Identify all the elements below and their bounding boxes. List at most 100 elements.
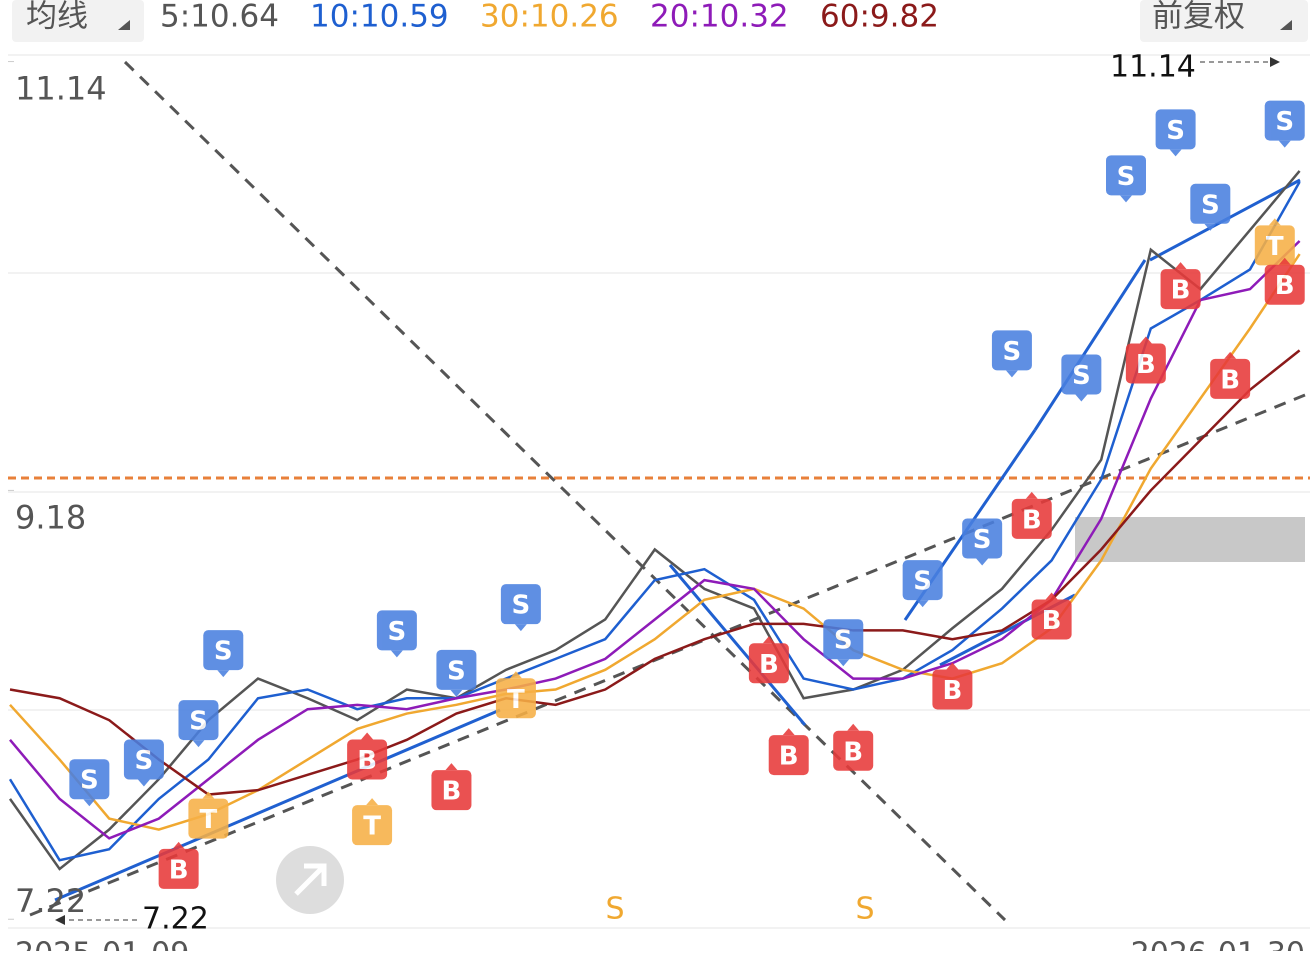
signal-bg (188, 798, 229, 839)
signal-label: T (507, 685, 525, 715)
signal-label: S (80, 766, 99, 796)
signal-label: S (388, 617, 407, 647)
legend-entry: 10:10.59 (310, 0, 449, 35)
signal-badge: T (495, 671, 536, 719)
signal-pointer (1139, 336, 1152, 344)
adjust-button[interactable]: 前复权 (1152, 0, 1245, 35)
low-label: 7.22 (142, 902, 209, 937)
signal-pointer (1224, 351, 1237, 359)
bottom-mark: S (855, 892, 874, 927)
signal-bg (1031, 599, 1072, 640)
signal-badge: B (158, 841, 199, 889)
signal-pointer (976, 558, 989, 566)
ma-button[interactable]: 均线 (26, 0, 88, 35)
signal-badge: S (991, 330, 1032, 378)
signal-pointer (782, 728, 795, 736)
signal-pointer (172, 841, 185, 849)
signal-label: B (1171, 276, 1191, 306)
x-label: 2025-01-09 (15, 937, 189, 952)
y-tick-label: 9.18 (15, 498, 86, 536)
signal-label: S (1003, 337, 1022, 367)
signal-label: T (363, 812, 381, 842)
high-arrow-head (1270, 57, 1280, 67)
signal-bg (833, 730, 874, 771)
signal-label: B (1042, 606, 1062, 636)
signal-badge: B (768, 728, 809, 776)
signal-bg (1106, 155, 1146, 196)
legend-entry: 20:10.32 (650, 0, 789, 35)
signal-label: B (843, 737, 863, 767)
signal-label: T (200, 805, 218, 835)
signal-label: B (442, 777, 462, 807)
signal-pointer (366, 798, 379, 806)
signal-badge: T (188, 791, 229, 839)
signal-label: S (512, 591, 531, 621)
signal-bg (962, 518, 1003, 559)
signal-bg (1011, 498, 1052, 539)
signal-label: S (1072, 361, 1091, 391)
signal-label: S (214, 637, 233, 667)
ma-line (9, 240, 1301, 840)
ma-button-bg[interactable] (12, 0, 144, 42)
signal-label: S (1117, 162, 1136, 192)
signal-pointer (1174, 262, 1187, 270)
signal-badge: S (500, 584, 541, 632)
signal-badge: S (376, 610, 417, 658)
ma-line (9, 349, 1301, 796)
signal-label: B (357, 746, 377, 776)
signal-pointer (946, 662, 959, 670)
signal-label: T (1266, 232, 1284, 262)
signal-badge: B (1125, 336, 1166, 384)
signal-badge: S (1106, 155, 1146, 203)
signal-badge: B (1160, 262, 1201, 310)
signal-badge: S (1190, 183, 1231, 231)
signal-bg (203, 630, 244, 671)
dropdown-icon (1280, 20, 1292, 30)
signal-bg (1210, 358, 1251, 399)
signal-bg (1254, 225, 1295, 266)
signal-badge: B (748, 636, 789, 684)
signal-pointer (847, 723, 860, 731)
signal-badge: B (833, 723, 874, 771)
signal-badge: S (123, 739, 164, 787)
signal-label: B (1022, 505, 1042, 535)
signal-bg (902, 560, 943, 601)
signal-badge: S (178, 700, 219, 748)
signal-pointer (83, 799, 96, 807)
signal-bg (376, 610, 417, 651)
zoom-icon (294, 863, 327, 896)
signal-badge: S (902, 560, 943, 608)
signal-pointer (1075, 394, 1088, 402)
adjust-button-bg[interactable] (1140, 0, 1308, 42)
signal-label: B (1220, 365, 1240, 395)
signal-pointer (1278, 257, 1291, 265)
signal-label: B (779, 742, 799, 772)
signal-bg (823, 619, 864, 660)
legend-entry: 30:10.26 (480, 0, 619, 35)
signal-bg (932, 669, 973, 710)
signal-badge: T (352, 798, 393, 846)
high-label: 11.14 (1110, 50, 1196, 85)
signal-pointer (916, 600, 929, 608)
signal-pointer (390, 650, 403, 658)
signal-pointer (1204, 223, 1217, 231)
signal-pointer (1120, 195, 1132, 203)
signal-badge: S (1155, 109, 1196, 157)
trend-line (123, 60, 1007, 922)
signal-pointer (217, 670, 230, 678)
signal-label: S (135, 746, 154, 776)
signal-pointer (1025, 491, 1038, 499)
signal-badge: T (1254, 218, 1295, 266)
signal-label: S (189, 707, 208, 737)
signal-label: B (1275, 271, 1295, 301)
signal-badge: S (823, 619, 864, 667)
signal-label: B (169, 855, 189, 885)
signal-pointer (514, 624, 527, 632)
signal-bg (495, 678, 536, 719)
signal-pointer (450, 689, 463, 697)
signal-pointer (202, 791, 215, 799)
signal-label: S (447, 656, 466, 686)
signal-label: S (1166, 116, 1185, 146)
